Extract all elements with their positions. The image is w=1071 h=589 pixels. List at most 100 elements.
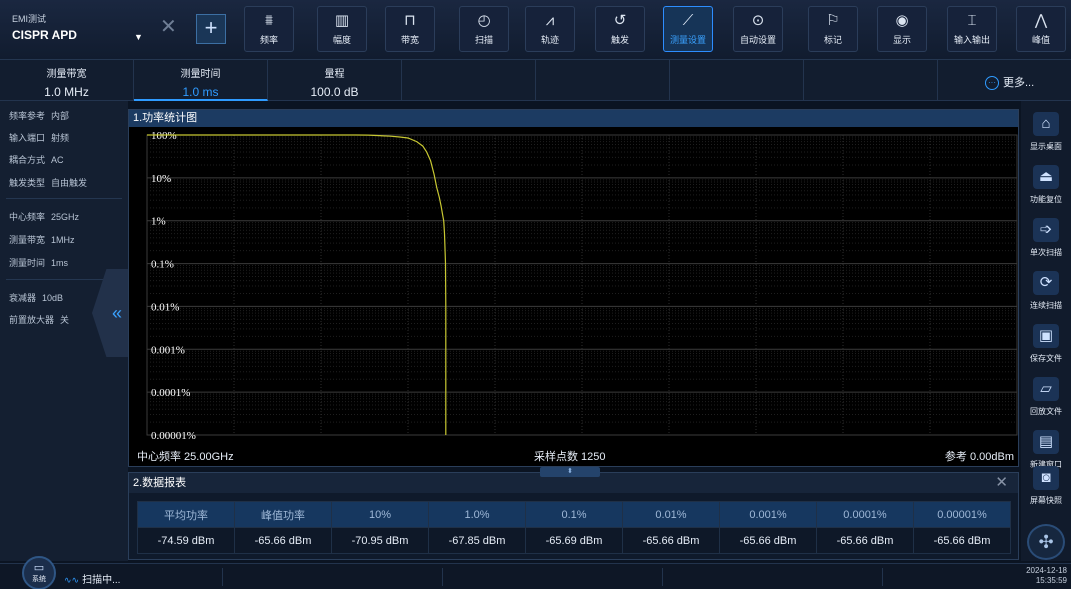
param-measure-bandwidth[interactable]: 测量带宽 1.0 MHz [0, 60, 134, 101]
continuous-sweep-icon: ⟳ [1033, 271, 1059, 295]
save-file-button[interactable]: ▣ 保存文件 [1024, 321, 1068, 369]
show-desktop-button[interactable]: ⌂ 显示桌面 [1024, 109, 1068, 157]
report-header-cell: 0.001% [719, 501, 817, 528]
single-sweep-button[interactable]: ➩ 单次扫描 [1024, 215, 1068, 263]
toolbar-trigger-label: 触发 [610, 35, 629, 45]
divider [442, 568, 443, 586]
info-label: 耦合方式 [9, 155, 46, 165]
report-title: 2.数据报表 [133, 477, 187, 489]
param-range[interactable]: 量程 100.0 dB [268, 60, 402, 101]
param-slot-empty [804, 60, 938, 101]
parameter-bar: 测量带宽 1.0 MHz 测量时间 1.0 ms 量程 100.0 dB ···… [0, 60, 1071, 101]
toolbar-sweep-button[interactable]: ◴ 扫描 [459, 6, 509, 52]
new-window-button[interactable]: ▤ 新建窗口 [1024, 427, 1068, 475]
report-value-cell: -70.95 dBm [331, 527, 429, 554]
show-desktop-label: 显示桌面 [1030, 142, 1062, 151]
chart-window-title: 1.功率统计图 [129, 110, 1018, 127]
frequency-icon: ⩩ [264, 12, 273, 29]
caret-down-icon[interactable]: ▼ [134, 32, 143, 42]
toolbar-marker-button[interactable]: ⚐ 标记 [808, 6, 858, 52]
close-tab-icon[interactable]: ✕ [160, 16, 177, 38]
continuous-sweep-button[interactable]: ⟳ 连续扫描 [1024, 268, 1068, 316]
reference-level-label: 参考 0.00dBm [944, 451, 1014, 463]
chart-footer: 中心频率 25.00GHz 采样点数 1250 参考 0.00dBm [129, 443, 1018, 467]
clock: 2024-12-18 15:35:59 [1026, 566, 1067, 586]
report-header-cell: 平均功率 [137, 501, 235, 528]
more-dots-icon: ··· [985, 76, 999, 91]
single-sweep-icon: ➩ [1033, 218, 1059, 242]
scan-status: ∿∿ 扫描中... [64, 571, 120, 586]
mode-category: EMI测试 [12, 14, 47, 24]
info-value: 10dB [42, 293, 64, 303]
toolbar-io-button[interactable]: ⌶ 输入输出 [947, 6, 997, 52]
report-header-row: 平均功率 峰值功率 10% 1.0% 0.1% 0.01% 0.001% 0.0… [137, 501, 1011, 528]
toolbar-measure-setup-button[interactable]: ⟋ 测量设置 [663, 6, 713, 52]
toolbar-trigger-button[interactable]: ↺ 触发 [595, 6, 645, 52]
folder-icon: ▱ [1033, 377, 1059, 401]
system-icon: ▭ [33, 562, 45, 574]
toolbar-frequency-label: 频率 [259, 35, 278, 45]
mode-selector[interactable]: EMI测试 CISPR APD ▼ [6, 8, 146, 52]
system-label: 系统 [32, 576, 46, 583]
info-row: 测量带宽 1MHz [9, 233, 75, 246]
divider [222, 568, 223, 586]
toolbar-frequency-button[interactable]: ⩩ 频率 [244, 6, 294, 52]
collapse-panel-icon[interactable]: « [92, 269, 128, 357]
divider [6, 279, 122, 280]
data-report-window: 2.数据报表 ⬍ ✕ 平均功率 峰值功率 10% 1.0% 0.1% 0.01%… [128, 467, 1019, 560]
toolbar-amplitude-button[interactable]: ▥ 幅度 [317, 6, 367, 52]
apd-plot[interactable]: 100% 10% 1% 0.1% 0.01% 0.001% 0.0001% 0.00001% [129, 127, 1018, 443]
new-window-label: 新建窗口 [1030, 460, 1062, 469]
report-header: 2.数据报表 [129, 473, 1018, 493]
center-frequency-label: 中心频率 25.00GHz [137, 451, 234, 463]
more-button[interactable]: ··· 更多... [985, 74, 1034, 91]
playback-file-button[interactable]: ▱ 回放文件 [1024, 374, 1068, 422]
toolbar-marker-label: 标记 [823, 35, 842, 45]
toolbar-display-button[interactable]: ◉ 显示 [877, 6, 927, 52]
resize-grip-icon[interactable]: ⬍ [540, 467, 600, 477]
report-value-cell: -65.66 dBm [622, 527, 720, 554]
info-row: 触发类型 自由触发 [9, 176, 87, 189]
param-label: 量程 [324, 69, 345, 80]
y-tick-label: 0.001% [151, 344, 185, 356]
desktop-icon: ⌂ [1033, 112, 1059, 136]
reset-icon: ⏏ [1033, 165, 1059, 189]
info-value: 25GHz [51, 212, 80, 222]
report-value-cell: -65.69 dBm [525, 527, 623, 554]
param-slot-empty [402, 60, 536, 101]
report-value-cell: -65.66 dBm [719, 527, 817, 554]
info-value: 自由触发 [51, 178, 88, 188]
info-value: 1MHz [51, 235, 75, 245]
app-logo-icon[interactable]: ✣ [1027, 524, 1065, 560]
report-header-cell: 10% [331, 501, 429, 528]
screenshot-label: 屏幕快照 [1030, 496, 1062, 505]
param-slot-empty [536, 60, 670, 101]
scan-wave-icon: ∿∿ [64, 575, 80, 585]
info-row: 测量时间 1ms [9, 256, 68, 269]
add-tab-button[interactable]: + [196, 14, 226, 44]
toolbar-trace-button[interactable]: ⩘ 轨迹 [525, 6, 575, 52]
toolbar-bandwidth-button[interactable]: ⊓ 带宽 [385, 6, 435, 52]
function-reset-button[interactable]: ⏏ 功能复位 [1024, 162, 1068, 210]
playback-file-label: 回放文件 [1030, 407, 1062, 416]
screenshot-button[interactable]: ◙ 屏幕快照 [1024, 463, 1068, 511]
toolbar-peak-button[interactable]: ⋀ 峰值 [1016, 6, 1066, 52]
divider [6, 198, 122, 199]
toolbar-auto-setup-button[interactable]: ⊙ 自动设置 [733, 6, 783, 52]
y-tick-label: 0.0001% [151, 387, 190, 399]
report-value-cell: -67.85 dBm [428, 527, 526, 554]
info-row: 前置放大器关 [9, 313, 69, 326]
info-label: 中心频率 [9, 212, 46, 222]
info-label: 触发类型 [9, 178, 46, 188]
close-report-icon[interactable]: ✕ [995, 474, 1008, 491]
mode-name: CISPR APD [12, 28, 77, 42]
save-icon: ▣ [1033, 324, 1059, 348]
io-icon: ⌶ [967, 12, 977, 29]
info-value: 内部 [51, 111, 70, 121]
info-label: 测量时间 [9, 258, 46, 268]
report-table: 平均功率 峰值功率 10% 1.0% 0.1% 0.01% 0.001% 0.0… [137, 501, 1011, 554]
right-sidebar: ⌂ 显示桌面 ⏏ 功能复位 ➩ 单次扫描 ⟳ 连续扫描 ▣ 保存文件 ▱ 回放文… [1021, 101, 1071, 561]
scan-status-text: 扫描中... [82, 575, 121, 586]
param-measure-time[interactable]: 测量时间 1.0 ms [134, 60, 268, 101]
system-button[interactable]: ▭ 系统 [22, 556, 56, 589]
